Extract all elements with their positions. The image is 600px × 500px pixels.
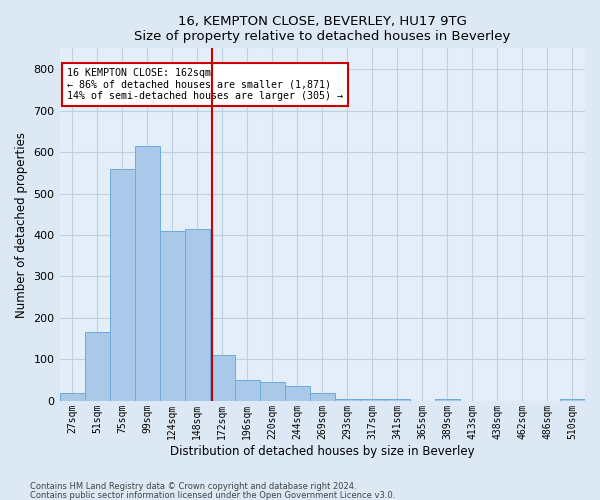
Bar [260,382,285,401]
Bar [235,380,260,401]
Bar [560,399,585,401]
Bar [59,392,85,401]
Text: 16 KEMPTON CLOSE: 162sqm
← 86% of detached houses are smaller (1,871)
14% of sem: 16 KEMPTON CLOSE: 162sqm ← 86% of detach… [67,68,343,101]
Bar [160,231,185,401]
Text: Contains HM Land Registry data © Crown copyright and database right 2024.: Contains HM Land Registry data © Crown c… [30,482,356,491]
Bar [385,399,410,401]
Bar [285,386,310,401]
Bar [360,399,385,401]
Bar [435,399,460,401]
Bar [134,146,160,401]
Bar [209,356,235,401]
Bar [335,399,360,401]
Bar [185,229,209,401]
Y-axis label: Number of detached properties: Number of detached properties [15,132,28,318]
Bar [110,168,134,401]
Bar [85,332,110,401]
Text: Contains public sector information licensed under the Open Government Licence v3: Contains public sector information licen… [30,490,395,500]
Bar [310,392,335,401]
X-axis label: Distribution of detached houses by size in Beverley: Distribution of detached houses by size … [170,444,475,458]
Title: 16, KEMPTON CLOSE, BEVERLEY, HU17 9TG
Size of property relative to detached hous: 16, KEMPTON CLOSE, BEVERLEY, HU17 9TG Si… [134,15,511,43]
